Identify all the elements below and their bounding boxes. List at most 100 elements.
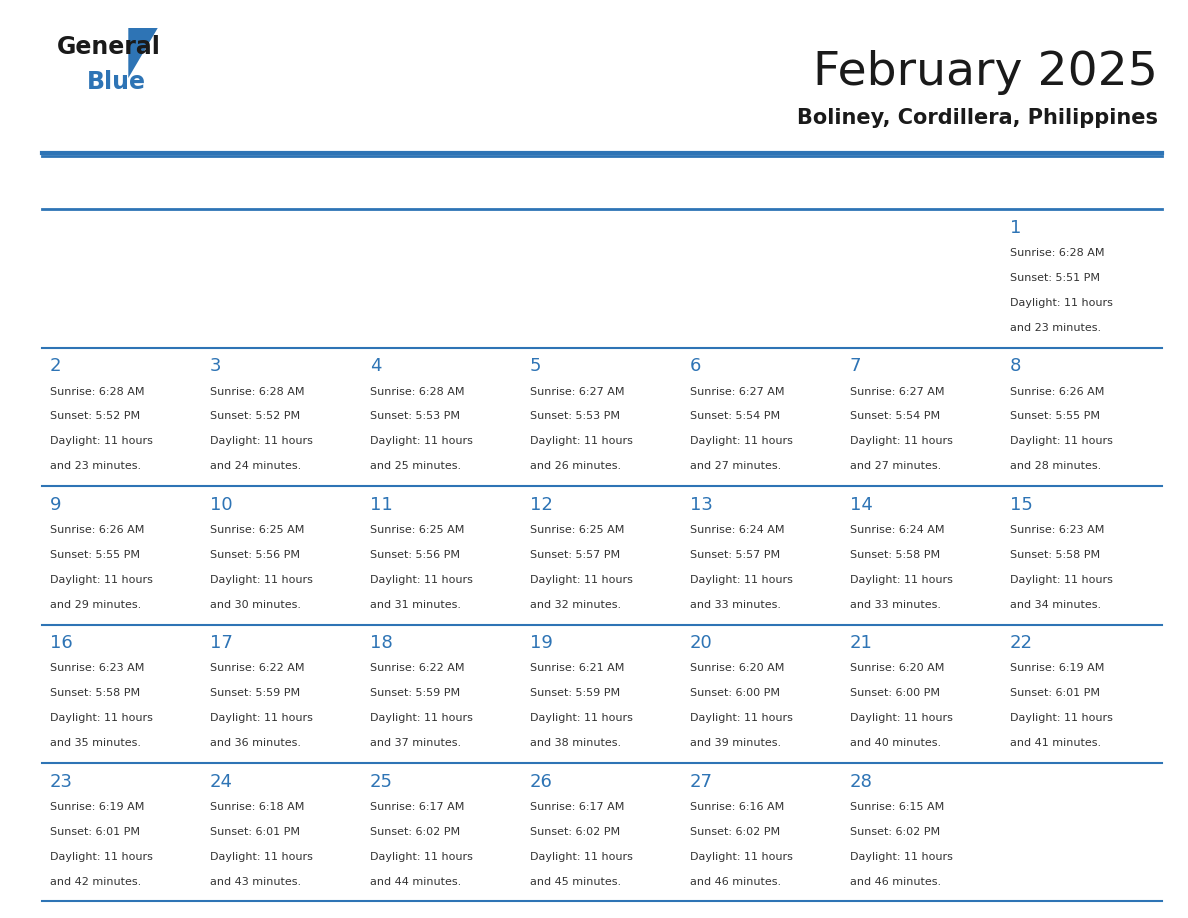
Text: Sunrise: 6:22 AM: Sunrise: 6:22 AM bbox=[369, 664, 465, 674]
Text: Daylight: 11 hours: Daylight: 11 hours bbox=[1010, 436, 1113, 446]
Text: Monday: Monday bbox=[211, 174, 284, 192]
Text: 25: 25 bbox=[369, 773, 393, 790]
Text: and 27 minutes.: and 27 minutes. bbox=[849, 461, 941, 471]
Text: General: General bbox=[57, 35, 160, 59]
Text: Daylight: 11 hours: Daylight: 11 hours bbox=[369, 852, 473, 862]
Text: and 23 minutes.: and 23 minutes. bbox=[50, 461, 140, 471]
Text: 24: 24 bbox=[209, 773, 233, 790]
Polygon shape bbox=[128, 28, 158, 78]
Text: and 34 minutes.: and 34 minutes. bbox=[1010, 599, 1101, 610]
Text: and 28 minutes.: and 28 minutes. bbox=[1010, 461, 1101, 471]
Text: Sunrise: 6:15 AM: Sunrise: 6:15 AM bbox=[849, 801, 944, 812]
Text: and 38 minutes.: and 38 minutes. bbox=[530, 738, 621, 748]
Text: Sunrise: 6:17 AM: Sunrise: 6:17 AM bbox=[369, 801, 465, 812]
Text: 16: 16 bbox=[50, 634, 72, 653]
Text: Daylight: 11 hours: Daylight: 11 hours bbox=[369, 713, 473, 723]
Text: and 25 minutes.: and 25 minutes. bbox=[369, 461, 461, 471]
Text: 3: 3 bbox=[209, 357, 221, 375]
Text: Daylight: 11 hours: Daylight: 11 hours bbox=[530, 436, 632, 446]
Text: Sunset: 5:56 PM: Sunset: 5:56 PM bbox=[209, 550, 299, 560]
Text: Sunrise: 6:21 AM: Sunrise: 6:21 AM bbox=[530, 664, 624, 674]
Text: Daylight: 11 hours: Daylight: 11 hours bbox=[209, 436, 312, 446]
Text: Sunset: 5:58 PM: Sunset: 5:58 PM bbox=[50, 688, 140, 699]
Text: Sunrise: 6:23 AM: Sunrise: 6:23 AM bbox=[1010, 525, 1104, 535]
Text: Sunrise: 6:25 AM: Sunrise: 6:25 AM bbox=[530, 525, 624, 535]
Text: Sunrise: 6:24 AM: Sunrise: 6:24 AM bbox=[849, 525, 944, 535]
Text: Sunrise: 6:27 AM: Sunrise: 6:27 AM bbox=[530, 386, 624, 397]
Text: Sunset: 6:02 PM: Sunset: 6:02 PM bbox=[690, 827, 779, 836]
Text: and 36 minutes.: and 36 minutes. bbox=[209, 738, 301, 748]
Text: 22: 22 bbox=[1010, 634, 1032, 653]
Text: Daylight: 11 hours: Daylight: 11 hours bbox=[209, 852, 312, 862]
Text: Daylight: 11 hours: Daylight: 11 hours bbox=[849, 575, 953, 585]
Text: Sunrise: 6:25 AM: Sunrise: 6:25 AM bbox=[369, 525, 465, 535]
Text: Sunrise: 6:27 AM: Sunrise: 6:27 AM bbox=[690, 386, 784, 397]
Text: Daylight: 11 hours: Daylight: 11 hours bbox=[530, 852, 632, 862]
Text: and 37 minutes.: and 37 minutes. bbox=[369, 738, 461, 748]
Text: Sunset: 6:00 PM: Sunset: 6:00 PM bbox=[849, 688, 940, 699]
Text: Daylight: 11 hours: Daylight: 11 hours bbox=[1010, 298, 1113, 308]
Text: 18: 18 bbox=[369, 634, 392, 653]
Text: Sunset: 5:56 PM: Sunset: 5:56 PM bbox=[369, 550, 460, 560]
Text: and 43 minutes.: and 43 minutes. bbox=[209, 877, 301, 887]
Text: Sunset: 6:01 PM: Sunset: 6:01 PM bbox=[1010, 688, 1100, 699]
Text: Sunset: 5:55 PM: Sunset: 5:55 PM bbox=[1010, 411, 1100, 421]
Text: and 40 minutes.: and 40 minutes. bbox=[849, 738, 941, 748]
Text: Tuesday: Tuesday bbox=[372, 174, 447, 192]
Text: Sunset: 5:54 PM: Sunset: 5:54 PM bbox=[690, 411, 779, 421]
Text: and 33 minutes.: and 33 minutes. bbox=[690, 599, 781, 610]
Text: 28: 28 bbox=[849, 773, 873, 790]
Text: 4: 4 bbox=[369, 357, 381, 375]
Text: Sunset: 5:53 PM: Sunset: 5:53 PM bbox=[369, 411, 460, 421]
Text: 1: 1 bbox=[1010, 219, 1022, 237]
Text: Daylight: 11 hours: Daylight: 11 hours bbox=[530, 575, 632, 585]
Text: Sunset: 6:01 PM: Sunset: 6:01 PM bbox=[50, 827, 139, 836]
Text: 27: 27 bbox=[690, 773, 713, 790]
Text: 17: 17 bbox=[209, 634, 233, 653]
Text: Sunrise: 6:26 AM: Sunrise: 6:26 AM bbox=[1010, 386, 1104, 397]
Text: Sunset: 5:54 PM: Sunset: 5:54 PM bbox=[849, 411, 940, 421]
Text: Boliney, Cordillera, Philippines: Boliney, Cordillera, Philippines bbox=[797, 108, 1158, 129]
Text: and 32 minutes.: and 32 minutes. bbox=[530, 599, 621, 610]
Text: Sunrise: 6:20 AM: Sunrise: 6:20 AM bbox=[849, 664, 944, 674]
Text: Sunset: 5:57 PM: Sunset: 5:57 PM bbox=[690, 550, 779, 560]
Text: and 27 minutes.: and 27 minutes. bbox=[690, 461, 781, 471]
Text: 26: 26 bbox=[530, 773, 552, 790]
Text: Thursday: Thursday bbox=[691, 174, 778, 192]
Text: Sunrise: 6:28 AM: Sunrise: 6:28 AM bbox=[209, 386, 304, 397]
Text: 21: 21 bbox=[849, 634, 873, 653]
Text: Sunrise: 6:19 AM: Sunrise: 6:19 AM bbox=[50, 801, 144, 812]
Text: Sunset: 6:02 PM: Sunset: 6:02 PM bbox=[369, 827, 460, 836]
Text: Sunset: 5:59 PM: Sunset: 5:59 PM bbox=[369, 688, 460, 699]
Text: Daylight: 11 hours: Daylight: 11 hours bbox=[690, 713, 792, 723]
Text: Sunset: 5:59 PM: Sunset: 5:59 PM bbox=[209, 688, 299, 699]
Text: and 35 minutes.: and 35 minutes. bbox=[50, 738, 140, 748]
Text: Daylight: 11 hours: Daylight: 11 hours bbox=[530, 713, 632, 723]
Text: Daylight: 11 hours: Daylight: 11 hours bbox=[849, 436, 953, 446]
Text: 2: 2 bbox=[50, 357, 61, 375]
Text: Sunset: 6:02 PM: Sunset: 6:02 PM bbox=[849, 827, 940, 836]
Text: Sunset: 5:59 PM: Sunset: 5:59 PM bbox=[530, 688, 620, 699]
Text: Sunrise: 6:26 AM: Sunrise: 6:26 AM bbox=[50, 525, 144, 535]
Text: Sunset: 6:02 PM: Sunset: 6:02 PM bbox=[530, 827, 620, 836]
Text: Sunday: Sunday bbox=[51, 174, 120, 192]
Text: Sunset: 5:53 PM: Sunset: 5:53 PM bbox=[530, 411, 620, 421]
Text: February 2025: February 2025 bbox=[814, 50, 1158, 95]
Text: Sunrise: 6:27 AM: Sunrise: 6:27 AM bbox=[849, 386, 944, 397]
Text: and 46 minutes.: and 46 minutes. bbox=[849, 877, 941, 887]
Text: Sunset: 5:57 PM: Sunset: 5:57 PM bbox=[530, 550, 620, 560]
Text: Daylight: 11 hours: Daylight: 11 hours bbox=[50, 436, 152, 446]
Text: Daylight: 11 hours: Daylight: 11 hours bbox=[849, 713, 953, 723]
Text: Daylight: 11 hours: Daylight: 11 hours bbox=[369, 575, 473, 585]
Text: and 26 minutes.: and 26 minutes. bbox=[530, 461, 621, 471]
Text: Sunrise: 6:16 AM: Sunrise: 6:16 AM bbox=[690, 801, 784, 812]
Text: 6: 6 bbox=[690, 357, 701, 375]
Text: and 41 minutes.: and 41 minutes. bbox=[1010, 738, 1101, 748]
Text: Friday: Friday bbox=[852, 174, 909, 192]
Text: Sunrise: 6:18 AM: Sunrise: 6:18 AM bbox=[209, 801, 304, 812]
Text: Sunrise: 6:23 AM: Sunrise: 6:23 AM bbox=[50, 664, 144, 674]
Text: and 44 minutes.: and 44 minutes. bbox=[369, 877, 461, 887]
Text: 14: 14 bbox=[849, 496, 873, 514]
Text: Daylight: 11 hours: Daylight: 11 hours bbox=[690, 852, 792, 862]
Text: Sunrise: 6:28 AM: Sunrise: 6:28 AM bbox=[50, 386, 144, 397]
